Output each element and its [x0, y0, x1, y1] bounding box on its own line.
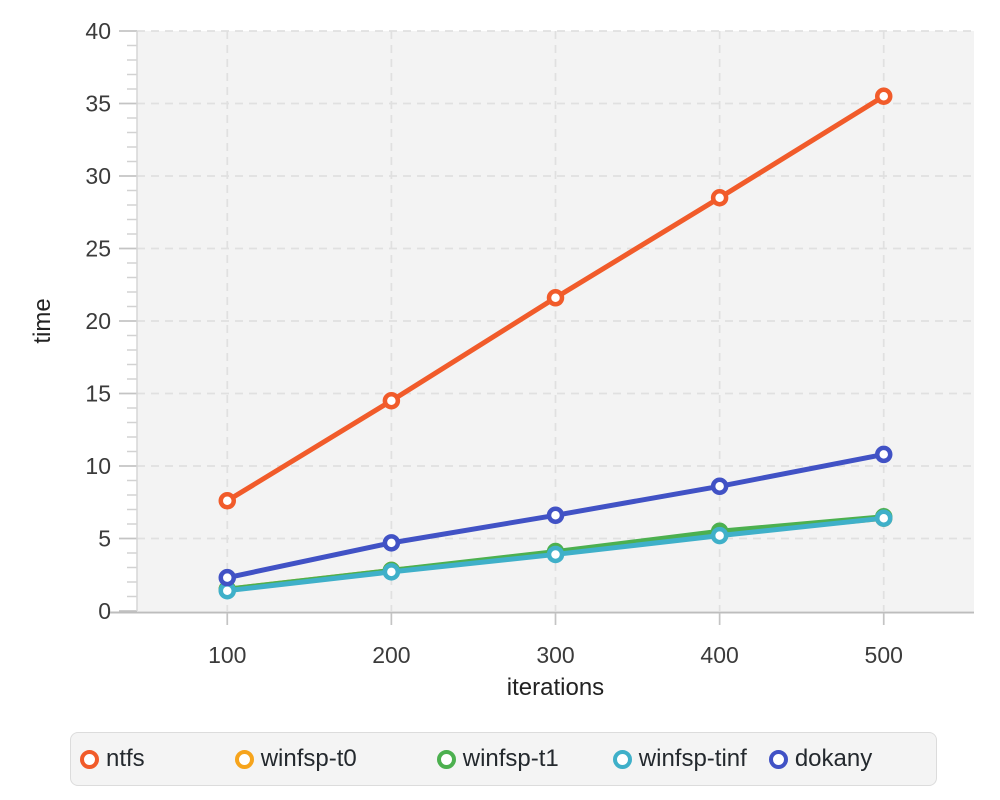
x-tick-label: 300: [536, 642, 574, 668]
y-tick-label: 10: [85, 453, 111, 479]
legend-item-winfsp-t0: winfsp-t0: [234, 745, 357, 772]
x-tick-label: 400: [700, 642, 738, 668]
data-point-winfsp-tinf: [382, 563, 401, 581]
y-tick-label: 25: [85, 236, 111, 262]
y-tick-label: 0: [98, 598, 111, 624]
legend-marker-ntfs-icon: [80, 749, 99, 769]
legend-marker-winfsp-t1-icon: [436, 749, 456, 769]
legend-item-winfsp-t1: winfsp-t1: [436, 745, 559, 772]
legend-label: dokany: [794, 745, 873, 772]
y-axis-title: time: [29, 298, 56, 343]
line-chart: 0 5 10 15 20 25 30 35 40 100 200 300 400 500 time itera…: [29, 18, 974, 701]
legend-label: winfsp-t1: [462, 745, 559, 772]
data-point-ntfs: [874, 87, 893, 105]
y-tick-label: 30: [85, 163, 111, 189]
x-tick-label: 100: [208, 642, 246, 668]
legend-item-dokany: dokany: [768, 745, 873, 772]
x-axis-title: iterations: [507, 674, 604, 701]
data-point-ntfs: [382, 392, 401, 410]
legend-label: winfsp-t0: [260, 745, 357, 772]
y-tick-label: 15: [85, 381, 111, 407]
data-point-ntfs: [218, 492, 237, 510]
chart-legend: ntfs winfsp-t0 winfsp-t1 winfsp-tinf dokany: [70, 732, 937, 786]
legend-item-ntfs: ntfs: [80, 747, 145, 771]
data-point-winfsp-tinf: [546, 545, 565, 564]
y-tick-label: 35: [85, 91, 111, 117]
legend-marker-dokany-icon: [768, 749, 788, 769]
x-tick-label: 200: [372, 642, 410, 668]
data-point-dokany: [382, 534, 401, 552]
data-point-dokany: [546, 506, 565, 525]
legend-marker-winfsp-t0-icon: [234, 749, 254, 769]
data-point-winfsp-tinf: [874, 509, 893, 527]
data-point-ntfs: [546, 289, 565, 307]
data-point-winfsp-tinf: [710, 526, 729, 545]
legend-label: ntfs: [106, 745, 145, 772]
y-tick-label: 40: [85, 18, 111, 44]
data-point-dokany: [874, 445, 893, 464]
x-tick-label: 500: [865, 642, 903, 668]
legend-label: winfsp-tinf: [638, 745, 747, 772]
y-tick-label: 20: [85, 308, 111, 334]
y-tick-label: 5: [98, 526, 111, 552]
legend-marker-winfsp-tinf-icon: [612, 749, 632, 769]
data-point-dokany: [710, 477, 729, 496]
data-point-ntfs: [710, 189, 729, 207]
data-point-dokany: [218, 568, 237, 587]
legend-item-winfsp-tinf: winfsp-tinf: [612, 745, 747, 772]
